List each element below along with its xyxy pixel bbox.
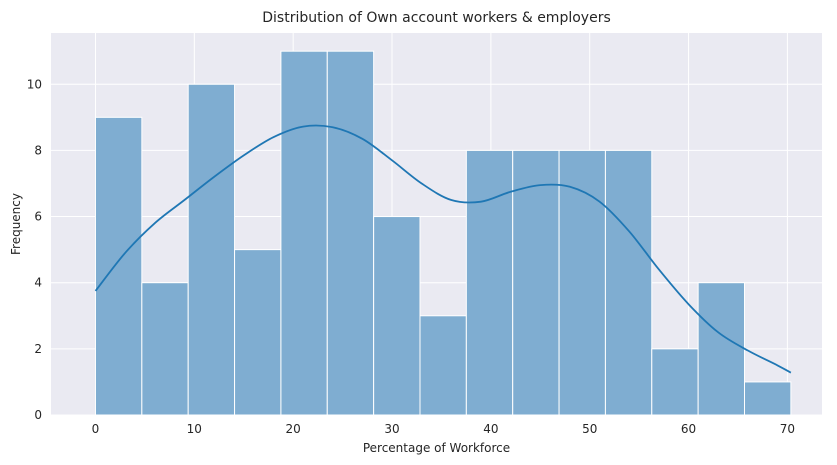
histogram-bar <box>558 149 606 416</box>
histogram-bar <box>465 149 514 416</box>
chart-title: Distribution of Own account workers & em… <box>262 10 611 26</box>
histogram-bar <box>373 216 421 416</box>
x-axis-label: Percentage of Workforce <box>363 441 510 455</box>
histogram-bar <box>651 348 699 416</box>
y-axis-ticks: 0 2 4 6 8 10 <box>27 77 42 422</box>
y-tick-label: 2 <box>34 342 42 356</box>
y-tick-label: 4 <box>34 276 42 290</box>
bars <box>94 50 792 416</box>
kde-curve <box>94 124 792 374</box>
x-tick-label: 30 <box>384 422 399 436</box>
x-axis-ticks: 0 10 20 30 40 50 60 70 <box>92 422 795 436</box>
y-tick-label: 0 <box>34 408 42 422</box>
histogram-bar <box>280 50 328 416</box>
histogram-bar <box>512 149 560 416</box>
x-tick-label: 20 <box>286 422 301 436</box>
x-tick-label: 0 <box>92 422 100 436</box>
x-tick-label: 40 <box>483 422 498 436</box>
histogram-bar <box>326 50 375 416</box>
histogram-bar <box>744 381 792 416</box>
histogram-bar <box>604 149 653 416</box>
y-tick-label: 10 <box>27 77 42 91</box>
histogram-bar <box>419 315 467 416</box>
y-tick-label: 6 <box>34 210 42 224</box>
histogram-bar <box>187 83 236 416</box>
histogram-bar <box>94 116 143 416</box>
x-tick-label: 10 <box>187 422 202 436</box>
y-tick-label: 8 <box>34 143 42 157</box>
x-tick-label: 70 <box>780 422 795 436</box>
histogram-bar <box>234 249 282 416</box>
histogram-bar <box>141 282 189 416</box>
x-tick-label: 60 <box>681 422 696 436</box>
x-tick-label: 50 <box>582 422 597 436</box>
y-axis-label: Frequency <box>9 193 23 255</box>
histogram-bar <box>697 282 746 416</box>
